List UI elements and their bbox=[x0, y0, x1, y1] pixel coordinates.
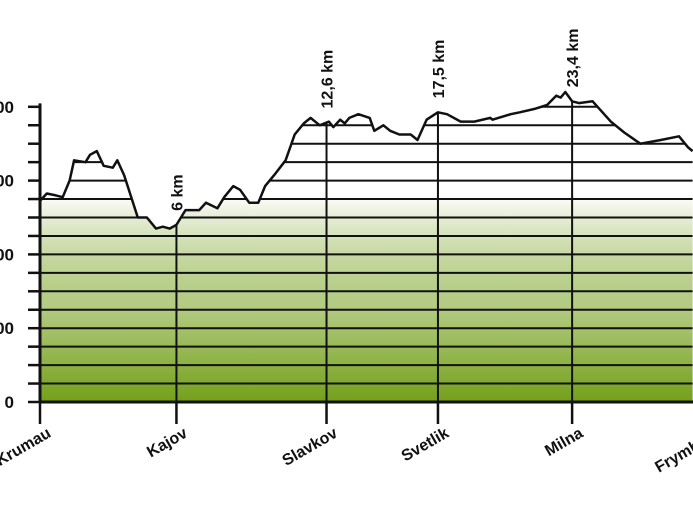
place-label: Frymburk bbox=[652, 425, 693, 477]
km-label: 23,4 km bbox=[565, 29, 582, 88]
place-label: Kajov bbox=[144, 425, 190, 462]
y-tick-label: 0 bbox=[5, 393, 14, 412]
y-tick-label: 400 bbox=[0, 245, 14, 264]
km-label: 12,6 km bbox=[320, 50, 337, 109]
km-label: 6 km bbox=[169, 174, 186, 210]
place-label: Svetlik bbox=[399, 425, 452, 466]
place-label: Slavkov bbox=[280, 425, 341, 470]
y-tick-label: 600 bbox=[0, 172, 14, 191]
profile-line bbox=[39, 90, 693, 230]
profile-area bbox=[40, 92, 693, 402]
place-label: Krumau bbox=[0, 425, 54, 470]
y-tick-label: 800 bbox=[0, 98, 14, 117]
place-label: Milna bbox=[542, 425, 586, 460]
km-label: 17,5 km bbox=[431, 40, 448, 99]
y-tick-label: 200 bbox=[0, 319, 14, 338]
